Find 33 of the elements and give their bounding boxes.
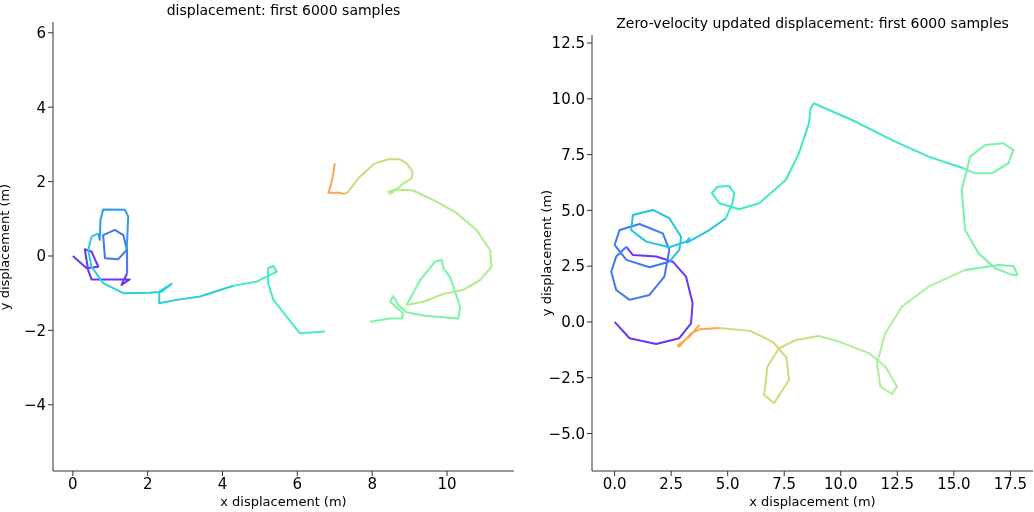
x-axis-title: x displacement (m)	[220, 494, 347, 509]
y-tick-label: −2	[23, 321, 46, 340]
y-tick-label: 0	[36, 247, 46, 266]
x-tick-label: 2.5	[659, 474, 684, 493]
x-tick-label: 0.0	[602, 474, 627, 493]
y-tick-label: −5.0	[548, 424, 585, 443]
x-tick-label: 7.5	[772, 474, 797, 493]
chart-title: Zero-velocity updated displacement: first 6000 samples	[615, 15, 1010, 31]
y-tick-label: 10.0	[551, 90, 585, 109]
y-tick-label: 2.5	[561, 257, 585, 276]
y-tick-label: −4	[23, 396, 46, 415]
x-tick-label: 15.0	[937, 474, 971, 493]
y-tick-label: 7.5	[561, 145, 585, 164]
x-tick-label: 6	[292, 474, 303, 493]
x-tick-label: 10.0	[824, 474, 858, 493]
chart-title: displacement: first 6000 samples	[165, 2, 402, 18]
x-tick-label: 2	[142, 474, 153, 493]
y-tick-label: 6	[36, 24, 46, 43]
x-tick-label: 17.5	[993, 474, 1028, 493]
y-axis-title: y displacement (m)	[538, 189, 554, 317]
y-tick-label: 0.0	[561, 313, 585, 332]
y-tick-label: 2	[36, 172, 46, 191]
y-tick-label: 5.0	[561, 201, 585, 220]
x-axis-title: x displacement (m)	[749, 494, 876, 509]
x-tick-label: 5.0	[715, 474, 740, 493]
x-tick-label: 8	[367, 474, 377, 493]
x-tick-label: 0	[68, 474, 78, 493]
y-tick-label: 4	[36, 98, 46, 117]
x-tick-label: 10	[437, 474, 457, 493]
y-tick-label: 12.5	[551, 34, 585, 53]
x-tick-label: 12.5	[880, 474, 915, 493]
y-tick-label: −2.5	[548, 369, 585, 388]
x-tick-label: 4	[217, 474, 228, 493]
